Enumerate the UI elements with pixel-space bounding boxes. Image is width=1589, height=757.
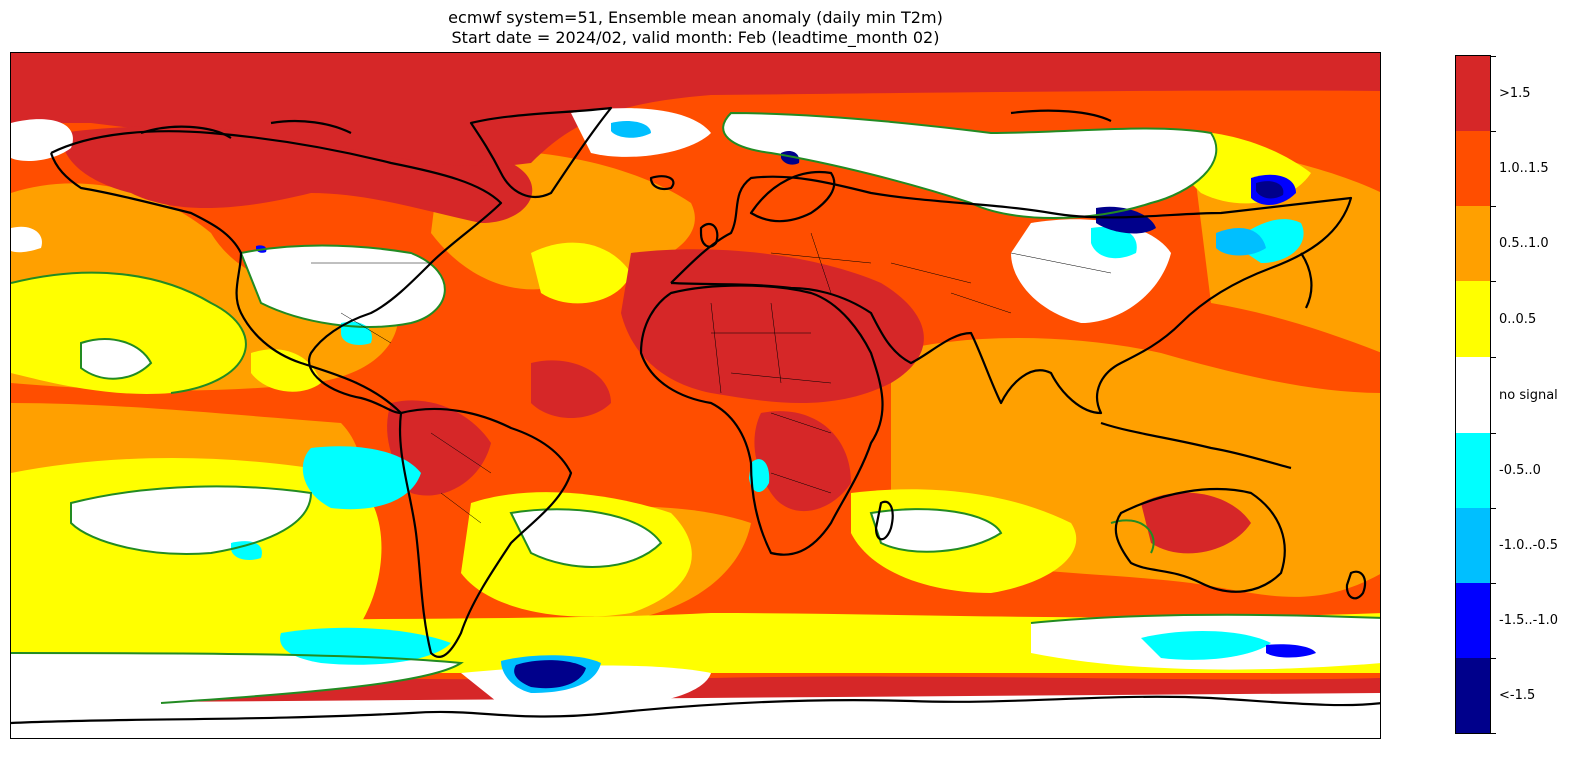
- legend-tick: [1490, 433, 1496, 434]
- coastline-indonesia: [1100, 421, 1292, 470]
- plot-title: ecmwf system=51, Ensemble mean anomaly (…: [10, 8, 1381, 48]
- legend-label-0-0.5: 0..0.5: [1499, 312, 1537, 327]
- legend-tick: [1490, 206, 1496, 207]
- legend-label-minus1.5-minus1.0: -1.5..-1.0: [1499, 613, 1558, 628]
- coastline-eurasia: [670, 175, 1353, 415]
- no-signal-regions: [11, 108, 1380, 738]
- legend-label-minus0.5-0: -0.5..0: [1499, 463, 1541, 478]
- title-line-1: ecmwf system=51, Ensemble mean anomaly (…: [448, 8, 943, 27]
- coastline-africa: [639, 284, 884, 556]
- legend-swatch-minus1.5-minus1.0: [1456, 583, 1490, 658]
- anomaly-lt-minus1.5-regions: [514, 151, 1284, 689]
- coastline-iceland: [649, 175, 675, 191]
- country-borders: [311, 232, 1112, 524]
- coastline-madagascar: [874, 500, 894, 541]
- legend-tick: [1490, 733, 1496, 734]
- colorbar-legend: >1.5 1.0..1.5 0.5..1.0 0..0.5 no signal …: [1455, 55, 1558, 734]
- legend-swatch-lt-minus1.5: [1456, 658, 1490, 733]
- map-panel: [10, 52, 1381, 739]
- coastline-antarctica: [11, 695, 1380, 725]
- legend-tick: [1490, 583, 1496, 584]
- legend-swatch-gt-1.5: [1456, 56, 1490, 131]
- legend-swatch-minus0.5-0: [1456, 433, 1490, 508]
- legend-swatch-0-0.5: [1456, 281, 1490, 357]
- legend-tick: [1490, 56, 1496, 57]
- legend-swatch-minus1.0-minus0.5: [1456, 508, 1490, 583]
- legend-label-gt-1.5: >1.5: [1499, 86, 1531, 101]
- legend-tick: [1490, 508, 1496, 509]
- legend-swatch-0.5-1.0: [1456, 206, 1490, 281]
- coastline-australia: [1114, 487, 1286, 593]
- coastline-japan: [1300, 252, 1313, 309]
- title-line-2: Start date = 2024/02, valid month: Feb (…: [451, 28, 940, 47]
- legend-label-no-signal: no signal: [1499, 388, 1558, 403]
- legend-label-1.0-1.5: 1.0..1.5: [1499, 161, 1549, 176]
- legend-label-minus1.0-minus0.5: -1.0..-0.5: [1499, 538, 1558, 553]
- coastlines: [11, 106, 1380, 725]
- coastline-arctic-islands: [140, 109, 1112, 139]
- legend-tick: [1490, 281, 1496, 282]
- coastline-greenland: [469, 106, 613, 198]
- significance-contours: [11, 111, 1380, 704]
- anomaly-map: [11, 53, 1380, 738]
- coastline-new-zealand: [1345, 570, 1367, 600]
- legend-tick: [1490, 658, 1496, 659]
- legend-tick: [1490, 131, 1496, 132]
- legend-label-0.5-1.0: 0.5..1.0: [1499, 236, 1549, 251]
- coastline-scandinavia: [749, 171, 836, 223]
- coastline-south-america: [398, 407, 573, 658]
- coastline-north-america: [49, 130, 503, 415]
- coastline-british-isles: [699, 222, 719, 248]
- legend-label-lt-minus1.5: <-1.5: [1499, 688, 1536, 703]
- legend-swatch-no-signal: [1456, 357, 1490, 433]
- legend-tick: [1490, 357, 1496, 358]
- legend-swatch-1.0-1.5: [1456, 131, 1490, 206]
